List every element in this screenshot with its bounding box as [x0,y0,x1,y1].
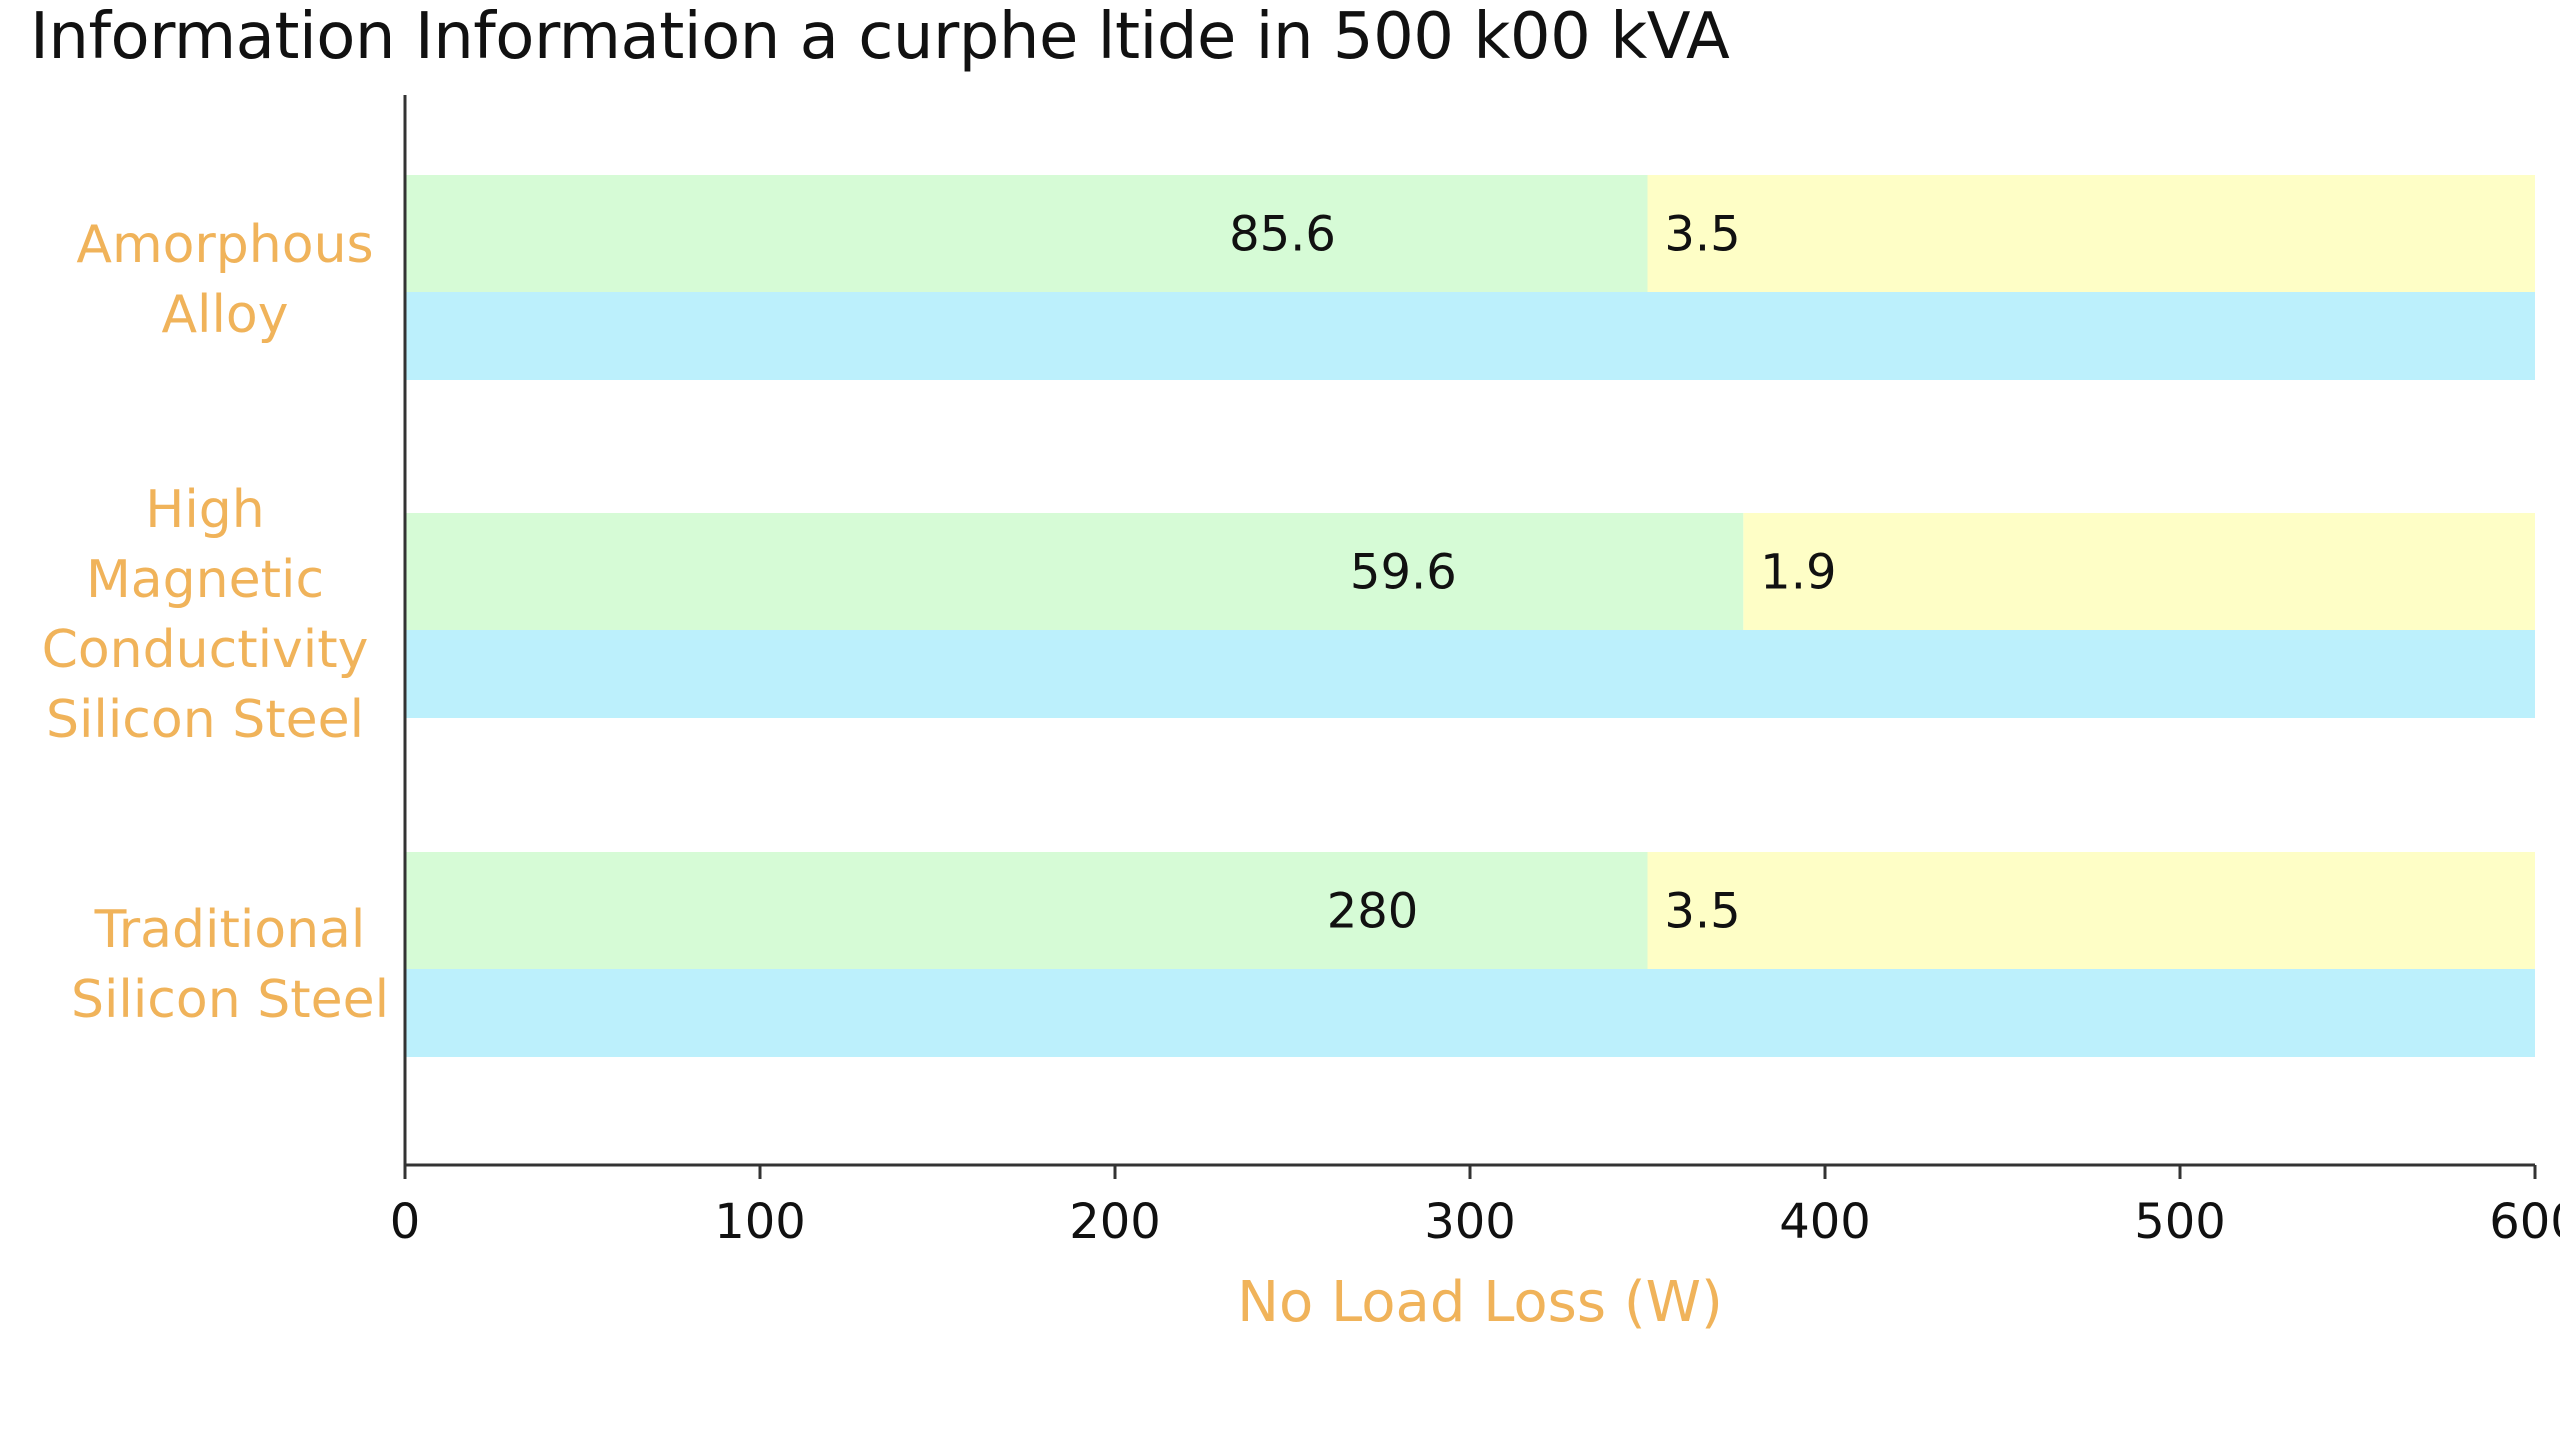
x-tick-label: 200 [1069,1194,1161,1250]
bar-series-1 [405,513,1744,630]
data-label: 1.9 [1760,545,1836,601]
x-tick-label: 0 [390,1194,421,1250]
category-label-line: Silicon Steel [45,690,365,750]
bar-series-2 [1743,513,2535,630]
bar-series-3 [405,292,2535,380]
bar-series-3 [405,969,2535,1057]
category-label-amorphous-alloy: Amorphous Alloy [35,210,415,350]
data-label: 85.6 [1229,207,1336,263]
category-label-line: Alloy [161,285,289,345]
category-label-line: Amorphous [76,215,374,275]
bar-series-3 [405,630,2535,718]
bar-series-2 [1647,175,2535,292]
x-tick-label: 400 [1779,1194,1871,1250]
category-label-line: Silicon Steel [70,970,390,1030]
category-label-line: High [145,480,265,540]
category-label-high-magnetic-silicon-steel: High Magnetic Conductivity Silicon Steel [15,475,395,755]
bar-series-1 [405,852,1648,969]
x-tick-label: 100 [714,1194,806,1250]
data-label: 280 [1327,884,1419,940]
category-label-line: Conductivity [41,620,369,680]
x-tick-label: 300 [1424,1194,1516,1250]
chart-title: Information Information a curphe ltide i… [30,0,1730,74]
x-axis-label: No Load Loss (W) [1237,1270,1723,1335]
category-label-line: Magnetic [85,550,325,610]
bar-series-1 [405,175,1648,292]
x-tick-label: 600 [2489,1194,2560,1250]
x-tick-label: 500 [2134,1194,2226,1250]
category-label-line: Traditional [94,900,366,960]
data-label: 3.5 [1664,207,1740,263]
data-label: 59.6 [1350,545,1457,601]
category-label-traditional-silicon-steel: Traditional Silicon Steel [40,895,420,1035]
data-label: 3.5 [1664,884,1740,940]
bar-series-2 [1647,852,2535,969]
